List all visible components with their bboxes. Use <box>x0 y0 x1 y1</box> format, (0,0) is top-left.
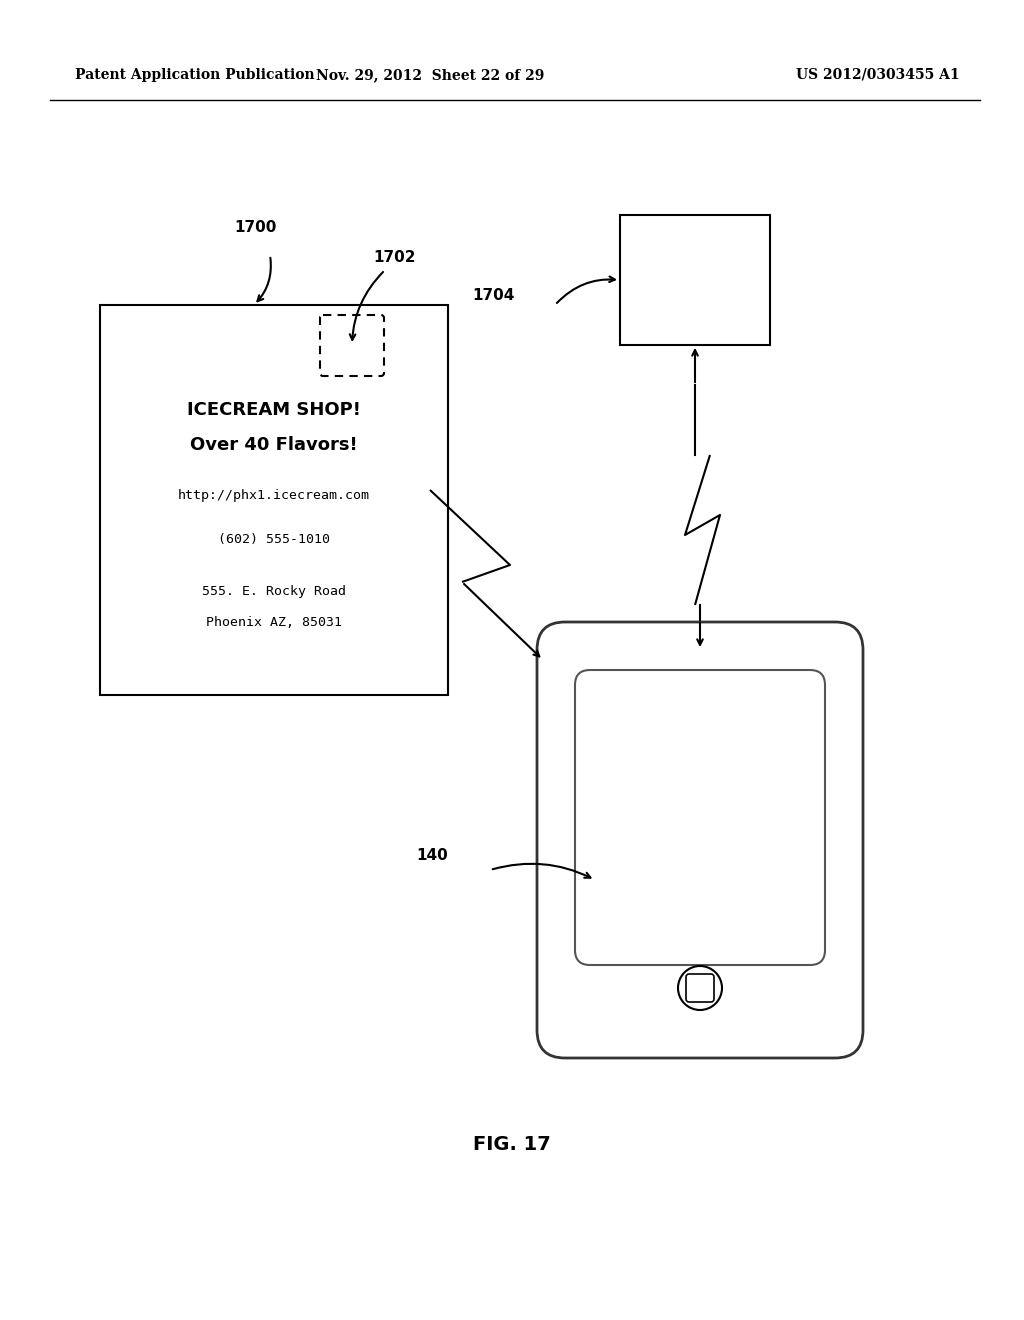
Text: Nov. 29, 2012  Sheet 22 of 29: Nov. 29, 2012 Sheet 22 of 29 <box>315 69 544 82</box>
FancyBboxPatch shape <box>319 315 384 376</box>
Text: 1702: 1702 <box>373 251 416 265</box>
Bar <box>100 305 449 696</box>
Text: 140: 140 <box>416 847 449 862</box>
Text: Over 40 Flavors!: Over 40 Flavors! <box>190 436 357 454</box>
Bar <box>620 215 770 345</box>
FancyBboxPatch shape <box>686 974 714 1002</box>
Text: 555. E. Rocky Road: 555. E. Rocky Road <box>202 586 346 598</box>
Text: http://phx1.icecream.com: http://phx1.icecream.com <box>178 488 370 502</box>
Text: ICECREAM SHOP!: ICECREAM SHOP! <box>187 401 360 418</box>
Text: Patent Application Publication: Patent Application Publication <box>75 69 314 82</box>
FancyBboxPatch shape <box>537 622 863 1059</box>
FancyBboxPatch shape <box>575 671 825 965</box>
Text: FIG. 17: FIG. 17 <box>473 1135 551 1155</box>
Text: 1700: 1700 <box>233 220 276 235</box>
Text: (602) 555-1010: (602) 555-1010 <box>218 533 330 546</box>
Text: US 2012/0303455 A1: US 2012/0303455 A1 <box>797 69 961 82</box>
Text: Phoenix AZ, 85031: Phoenix AZ, 85031 <box>206 615 342 628</box>
Text: 1704: 1704 <box>473 288 515 302</box>
Circle shape <box>678 966 722 1010</box>
